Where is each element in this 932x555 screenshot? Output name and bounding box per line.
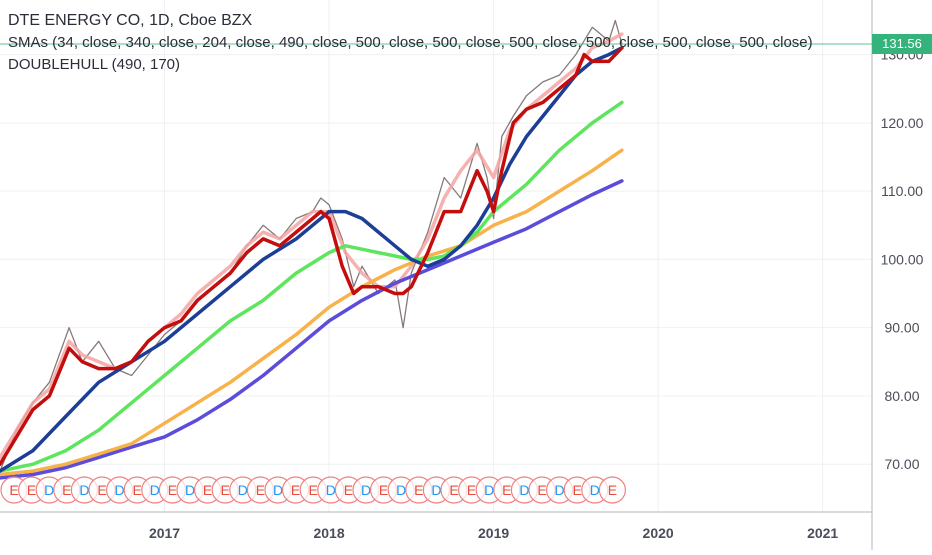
- event-marker-circle: [598, 476, 627, 504]
- symbol-title[interactable]: DTE ENERGY CO, 1D, Cboe BZX: [8, 12, 253, 29]
- x-tick-label: 2018: [313, 525, 344, 541]
- event-marker-letter: E: [256, 482, 265, 498]
- series-line-sma-green[interactable]: [0, 100, 624, 473]
- event-marker-letter: E: [573, 482, 582, 498]
- series-group: [0, 19, 624, 480]
- x-tick-label: 2019: [478, 525, 509, 541]
- last-price-badge: 131.56: [872, 33, 932, 54]
- series-line-hull-slow[interactable]: [0, 32, 624, 460]
- event-marker-letter: D: [44, 482, 54, 498]
- event-marker-letter: E: [221, 482, 230, 498]
- series-line-hull-fast[interactable]: [0, 46, 624, 466]
- event-marker-letter: D: [238, 482, 248, 498]
- y-tick-label: 100.00: [881, 251, 924, 267]
- event-marker-letter: E: [168, 482, 177, 498]
- event-marker-letter: E: [203, 482, 212, 498]
- series-line-sma-orange[interactable]: [0, 148, 624, 477]
- series-line-sma-blue[interactable]: [0, 46, 624, 473]
- y-tick-label: 120.00: [881, 115, 924, 131]
- event-marker-letter: E: [97, 482, 106, 498]
- event-marker-letter: E: [502, 482, 511, 498]
- event-marker-letter: E: [608, 482, 617, 498]
- event-marker-letter: E: [133, 482, 142, 498]
- event-marker-letter: E: [27, 482, 36, 498]
- event-marker-letter: E: [9, 482, 18, 498]
- event-marker-letter: D: [115, 482, 125, 498]
- y-tick-label: 80.00: [884, 388, 919, 404]
- doublehull-indicator-label[interactable]: DOUBLEHULL (490, 170): [8, 56, 181, 73]
- event-marker-letter: E: [449, 482, 458, 498]
- event-marker-letter: D: [361, 482, 371, 498]
- event-marker-letter: D: [185, 482, 195, 498]
- x-tick-labels: 2017 2018 2019 2020 2021: [149, 525, 838, 541]
- event-marker-letter: E: [537, 482, 546, 498]
- chart-legend: DTE ENERGY CO, 1D, Cboe BZX SMAs (34, cl…: [8, 10, 813, 76]
- event-marker-letter: E: [344, 482, 353, 498]
- event-marker-letter: D: [150, 482, 160, 498]
- event-marker-letter: D: [431, 482, 441, 498]
- x-tick-label: 2021: [807, 525, 838, 541]
- y-tick-label: 70.00: [884, 456, 919, 472]
- event-marker-letter: D: [79, 482, 89, 498]
- event-marker-letter: E: [414, 482, 423, 498]
- event-marker-letter: D: [273, 482, 283, 498]
- sma-indicator-label[interactable]: SMAs (34, close, 340, close, 204, close,…: [8, 34, 813, 51]
- event-marker-letter: E: [379, 482, 388, 498]
- event-marker-letter: D: [484, 482, 494, 498]
- event-marker-letter: D: [555, 482, 565, 498]
- y-tick-label: 110.00: [881, 183, 923, 199]
- event-marker-letter: D: [396, 482, 406, 498]
- event-marker-letter: E: [309, 482, 318, 498]
- x-tick-label: 2017: [149, 525, 180, 541]
- event-marker-letter: E: [467, 482, 476, 498]
- event-marker-letter: D: [519, 482, 529, 498]
- series-line-sma-purple[interactable]: [0, 179, 624, 480]
- event-marker-letter: D: [326, 482, 336, 498]
- y-tick-label: 90.00: [884, 320, 919, 336]
- event-marker-letter: E: [291, 482, 300, 498]
- event-marker-letter: D: [590, 482, 600, 498]
- event-marker-letter: E: [62, 482, 71, 498]
- x-tick-label: 2020: [643, 525, 674, 541]
- series-line-price[interactable]: [0, 19, 623, 472]
- earnings-marker[interactable]: E: [598, 476, 627, 504]
